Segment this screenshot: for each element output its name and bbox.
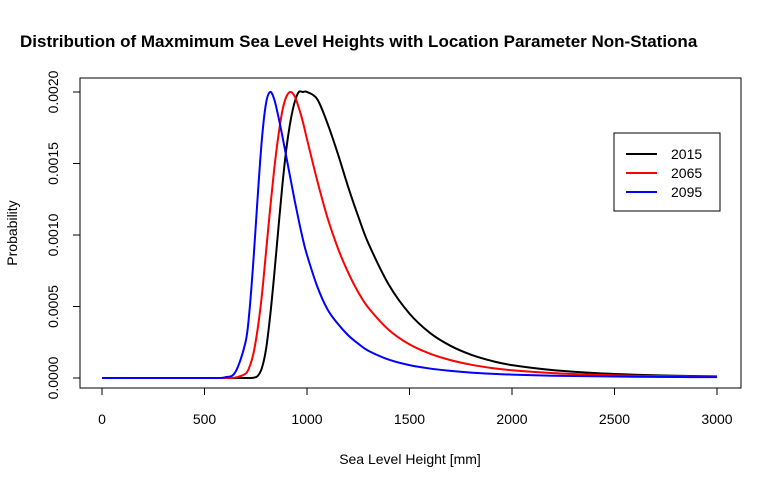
y-axis: 0.0000 0.0005 0.0010 0.0015 0.0020 [45, 70, 81, 399]
legend-label-2095: 2095 [671, 184, 702, 200]
legend: 2015 2065 2095 [613, 132, 721, 212]
y-tick-label: 0.0005 [45, 285, 61, 328]
x-tick-label: 2000 [496, 411, 527, 427]
y-tick-label: 0.0020 [45, 70, 61, 113]
series-line-2065 [101, 91, 718, 380]
x-tick-label: 500 [193, 411, 217, 427]
plot-frame [79, 77, 742, 389]
series-layer [101, 90, 718, 380]
x-tick-label: 0 [98, 411, 106, 427]
x-tick-label: 2500 [599, 411, 630, 427]
x-tick-label: 1000 [291, 411, 322, 427]
x-axis: 0 500 1000 1500 2000 2500 3000 [98, 387, 733, 427]
series-line-2095 [101, 90, 718, 380]
y-tick-label: 0.0010 [45, 213, 61, 256]
x-tick-label: 1500 [394, 411, 425, 427]
legend-label-2065: 2065 [671, 165, 702, 181]
y-tick-label: 0.0015 [45, 142, 61, 185]
y-tick-label: 0.0000 [45, 356, 61, 399]
legend-label-2015: 2015 [671, 146, 702, 162]
x-tick-label: 3000 [701, 411, 732, 427]
chart-title: Distribution of Maxmimum Sea Level Heigh… [20, 32, 698, 51]
y-axis-label: Probability [4, 200, 20, 265]
series-line-2015 [101, 90, 718, 380]
x-axis-label: Sea Level Height [mm] [339, 451, 481, 467]
